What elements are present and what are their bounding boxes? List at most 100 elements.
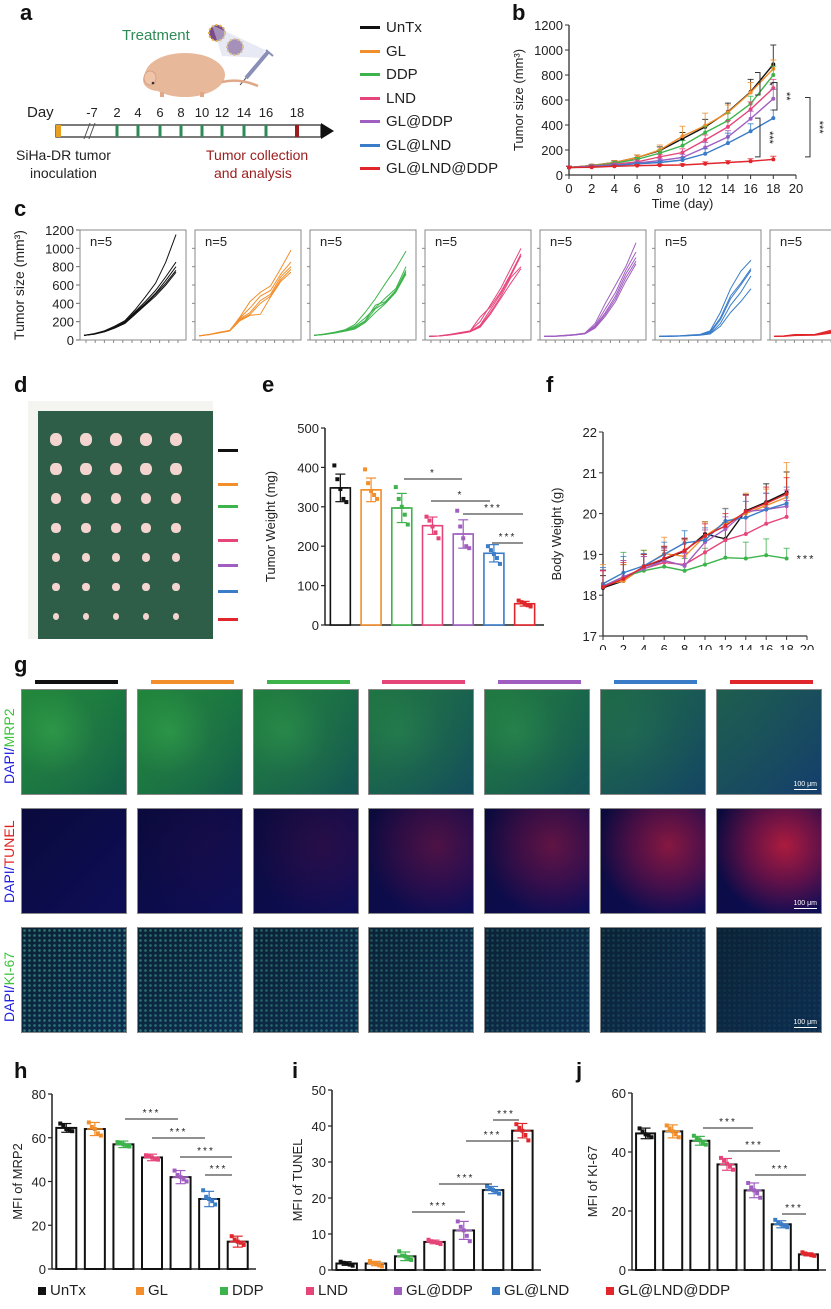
group-color-bar <box>218 564 238 567</box>
tumor-specimen <box>110 433 122 447</box>
data-point <box>455 508 460 513</box>
y-tick-label: 20 <box>312 1191 326 1206</box>
data-point <box>98 1133 103 1138</box>
day-tick-label: 18 <box>290 105 304 120</box>
bar-group-GL@DDP <box>169 1168 192 1270</box>
individual-curve <box>313 273 407 336</box>
legend-item: LND <box>360 87 498 111</box>
significance-label: *** <box>210 1164 228 1175</box>
data-point <box>156 1157 160 1162</box>
micrograph-ki67-GL@LND@DDP: 100 μm <box>716 927 822 1033</box>
bar-group-GL@LND <box>481 1184 505 1271</box>
data-point <box>494 1189 499 1194</box>
legend-item: UnTx <box>38 1282 136 1299</box>
series-line <box>568 68 774 169</box>
data-point <box>641 564 646 569</box>
bar <box>716 1163 738 1271</box>
data-point <box>725 160 730 165</box>
data-point <box>241 1242 246 1247</box>
y-tick-label: 200 <box>297 539 319 554</box>
data-point <box>393 485 398 490</box>
subplot-frame <box>194 229 302 341</box>
group-color-bar <box>218 505 238 508</box>
panel-label-i: i <box>292 1058 299 1083</box>
data-point <box>405 522 410 527</box>
data-point <box>118 1141 123 1146</box>
data-point <box>153 1156 157 1161</box>
bar <box>141 1156 163 1270</box>
data-point <box>485 1184 490 1189</box>
significance-label: * <box>763 82 775 87</box>
tumor-specimen <box>171 522 181 534</box>
legend-swatch <box>606 1286 614 1295</box>
data-point <box>667 1126 672 1131</box>
data-point <box>784 501 789 506</box>
mouse-icon <box>143 53 259 97</box>
group-color-bar <box>218 618 238 621</box>
data-point <box>680 163 685 167</box>
group-color-bar <box>614 680 697 684</box>
data-point <box>464 544 469 549</box>
tumor-specimen <box>50 462 62 476</box>
individual-curve <box>428 268 522 337</box>
y-tick-label: 40 <box>312 1119 326 1134</box>
panel-label-f: f <box>546 372 554 397</box>
micrograph-mrp2-DDP <box>253 689 359 795</box>
inoculation-marker <box>56 125 61 137</box>
panel-label-e: e <box>262 372 275 397</box>
legend-label: DDP <box>386 66 418 84</box>
legend-item: GL <box>136 1282 220 1299</box>
data-point <box>731 1167 735 1172</box>
significance-label: *** <box>813 121 825 135</box>
data-point <box>567 165 571 170</box>
data-point <box>771 116 776 121</box>
data-point <box>435 1241 440 1245</box>
legend-swatch <box>360 49 380 53</box>
legend-label: DDP <box>232 1282 264 1299</box>
y-axis-title: Tumor size (mm³) <box>511 49 526 151</box>
legend-swatch <box>360 120 380 124</box>
data-point <box>89 1124 94 1129</box>
individual-curve <box>659 288 752 337</box>
significance-label: *** <box>143 1108 161 1119</box>
dapi-label: DAPI/ <box>1 985 17 1022</box>
collection-label-1: Tumor collection <box>206 147 308 163</box>
treatment-day-mark <box>115 125 119 137</box>
data-point <box>670 1129 675 1134</box>
group-color-bar <box>218 449 238 452</box>
y-axis-title: Tumor size (mm³) <box>11 230 27 340</box>
group-color-bar <box>218 539 238 542</box>
tumor-specimen <box>80 492 92 505</box>
series-line <box>602 502 787 585</box>
bar <box>743 1189 765 1271</box>
ruler-left <box>28 401 38 639</box>
y-tick-label: 0 <box>619 1263 626 1278</box>
micrograph-ki67-LND <box>368 927 474 1033</box>
micrograph-mrp2-GL@DDP <box>484 689 590 795</box>
legend-label: GL@DDP <box>386 113 453 131</box>
data-point <box>694 1136 699 1141</box>
x-tick-label: 6 <box>661 642 668 650</box>
y-tick-label: 20 <box>612 1204 626 1219</box>
data-point <box>332 463 337 468</box>
data-point <box>467 546 472 551</box>
data-point <box>67 1128 72 1133</box>
bar <box>635 1132 657 1272</box>
dapi-label: DAPI/ <box>1 866 17 903</box>
data-point <box>514 1122 519 1127</box>
x-tick-label: 0 <box>565 181 572 196</box>
x-tick-label: 20 <box>800 642 814 650</box>
bar-group-GL <box>662 1123 684 1271</box>
data-point <box>181 1177 186 1182</box>
x-tick-label: 8 <box>656 181 663 196</box>
series-line <box>602 493 787 588</box>
data-point <box>436 536 441 541</box>
subplot-GL@DDP: n=5 <box>537 229 647 343</box>
treatment-label: Treatment <box>122 27 191 44</box>
x-tick-label: 2 <box>588 181 595 196</box>
data-point <box>344 500 349 505</box>
data-point <box>752 1188 757 1193</box>
tumor-specimen <box>51 522 61 534</box>
bar-group-GL@LND@DDP <box>511 1122 534 1272</box>
n-label: n=5 <box>435 234 457 249</box>
